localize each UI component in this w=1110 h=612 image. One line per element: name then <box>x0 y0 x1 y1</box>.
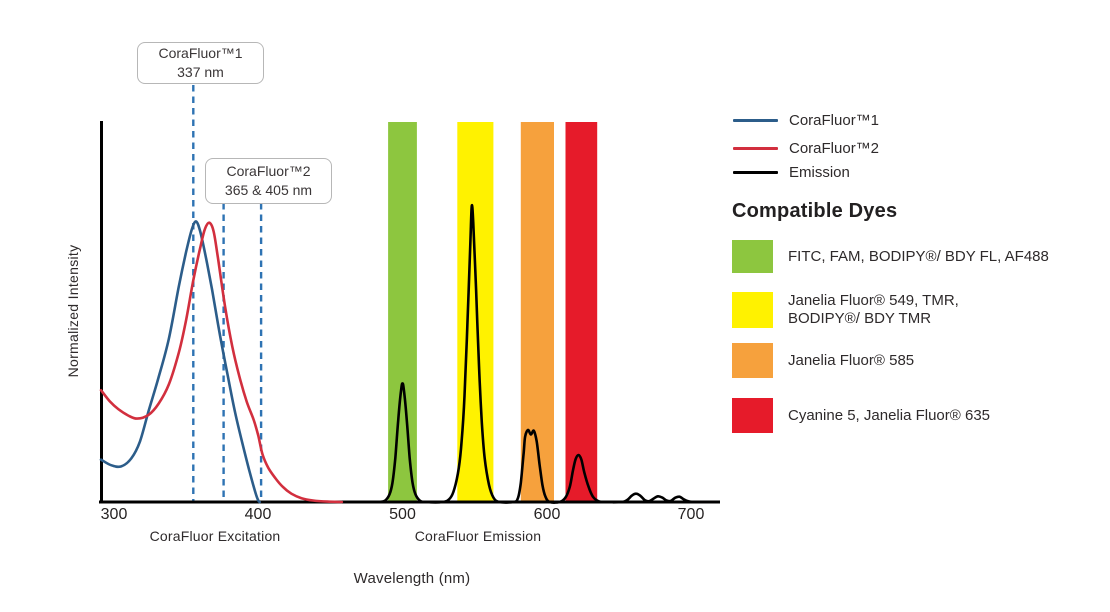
marker-lines-layer <box>192 85 263 502</box>
x-tick-label: 600 <box>533 506 561 523</box>
dye-swatch-orange <box>732 343 773 378</box>
filter-band <box>388 122 417 503</box>
excitation-region-label: CoraFluor Excitation <box>149 528 281 544</box>
dye-label: Cyanine 5, Janelia Fluor® 635 <box>788 406 991 424</box>
callout-wavelength: 365 & 405 nm <box>224 182 313 198</box>
legend-line-black-icon <box>733 170 778 174</box>
dye-swatch-green <box>732 240 773 273</box>
legend-item-label: Emission <box>789 163 850 181</box>
dye-label: FITC, FAM, BODIPY®/ BDY FL, AF488 <box>788 247 1049 265</box>
x-tick-label: 500 <box>389 506 416 523</box>
x-tick-label: 400 <box>244 506 272 523</box>
spectrum-curve-emission <box>372 203 696 504</box>
compatible-dyes-heading: Compatible Dyes <box>732 200 898 222</box>
x-tick-label: 300 <box>100 506 128 523</box>
legend-item-corafluor2: CoraFluor™2 <box>733 139 880 157</box>
dye-swatch-red <box>732 398 773 433</box>
x-tick-label: 700 <box>677 506 705 523</box>
dye-label: Janelia Fluor® 585 <box>788 351 915 369</box>
callout-corafluor1: CoraFluor™1 337 nm <box>137 42 264 84</box>
y-axis-label: Normalized Intensity <box>65 244 81 378</box>
filter-band <box>565 122 598 503</box>
legend-item-label: CoraFluor™2 <box>789 139 880 157</box>
dye-label: Janelia Fluor® 549, TMR, BODIPY®/ BDY TM… <box>788 292 959 327</box>
legend-line-red-icon <box>733 146 778 150</box>
legend-line-blue-icon <box>733 118 778 122</box>
spectra-chart <box>99 85 720 504</box>
callout-title: CoraFluor™1 <box>158 45 243 61</box>
dye-swatch-yellow <box>732 292 773 328</box>
legend-item-label: CoraFluor™1 <box>789 111 880 129</box>
callout-corafluor2: CoraFluor™2 365 & 405 nm <box>205 158 332 204</box>
spectrum-curve-corafluor2 <box>99 221 344 504</box>
filter-bands-layer <box>388 122 598 503</box>
callout-title: CoraFluor™2 <box>226 163 311 179</box>
x-axis-label: Wavelength (nm) <box>353 570 471 587</box>
emission-region-label: CoraFluor Emission <box>414 528 542 544</box>
spectrum-curve-corafluor1 <box>99 220 261 504</box>
legend-item-corafluor1: CoraFluor™1 <box>733 111 880 129</box>
callout-wavelength: 337 nm <box>177 64 224 80</box>
filter-band <box>457 122 494 503</box>
legend-item-emission: Emission <box>733 163 850 181</box>
spectra-curves-layer <box>99 203 696 504</box>
